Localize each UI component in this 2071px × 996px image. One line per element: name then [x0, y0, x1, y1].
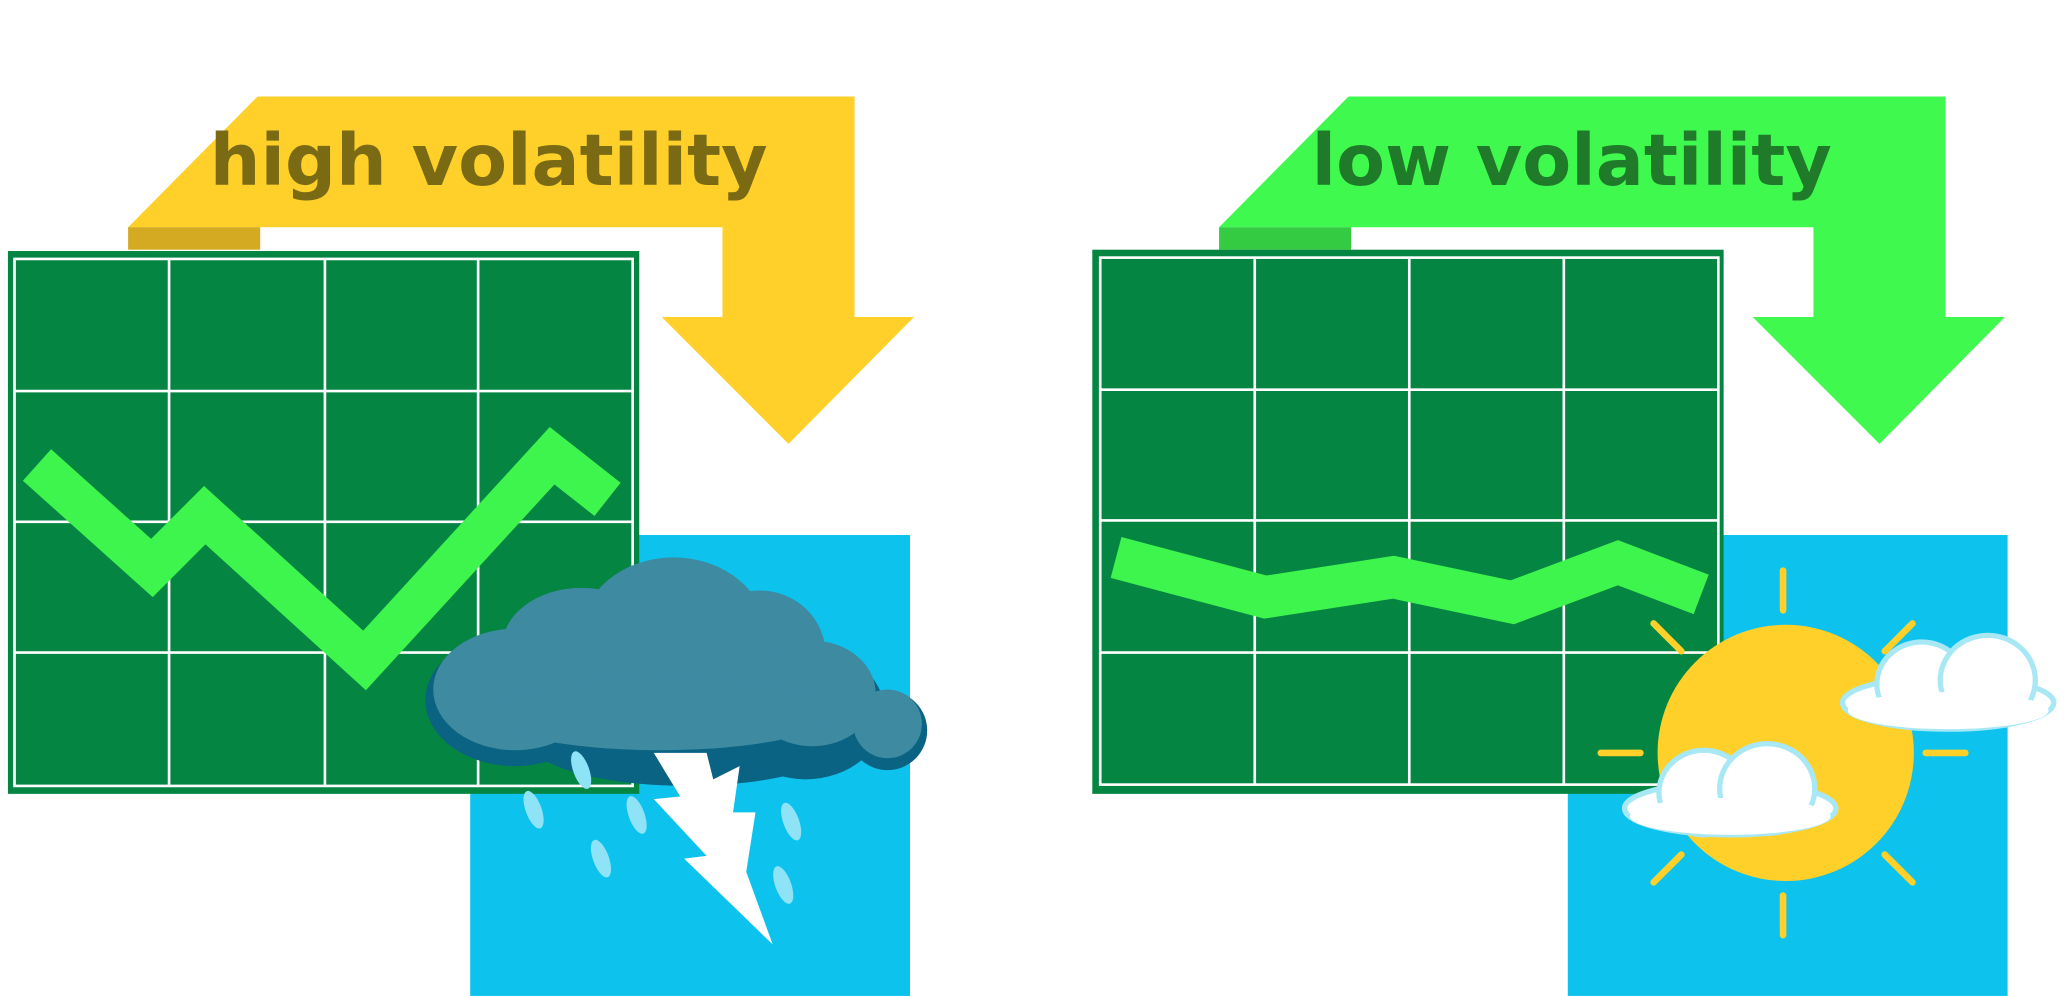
arrow	[128, 96, 914, 444]
cloud	[1621, 741, 1839, 838]
trend-line	[22, 427, 621, 691]
cloud	[1839, 632, 2057, 732]
arrow-tab	[1219, 227, 1352, 250]
lightning	[653, 752, 773, 945]
storm-cloud	[425, 557, 928, 945]
grid	[1098, 256, 1720, 786]
high-volatility-panel: high volatility	[7, 96, 928, 996]
arrow	[1219, 96, 2005, 444]
low-volatility-panel: low volatility	[1092, 96, 2057, 996]
raindrops	[523, 751, 802, 904]
panel-label: low volatility	[1312, 119, 1832, 202]
arrow-tab	[128, 227, 261, 250]
trend-line	[1110, 537, 1709, 625]
panel-label: high volatility	[210, 119, 768, 202]
